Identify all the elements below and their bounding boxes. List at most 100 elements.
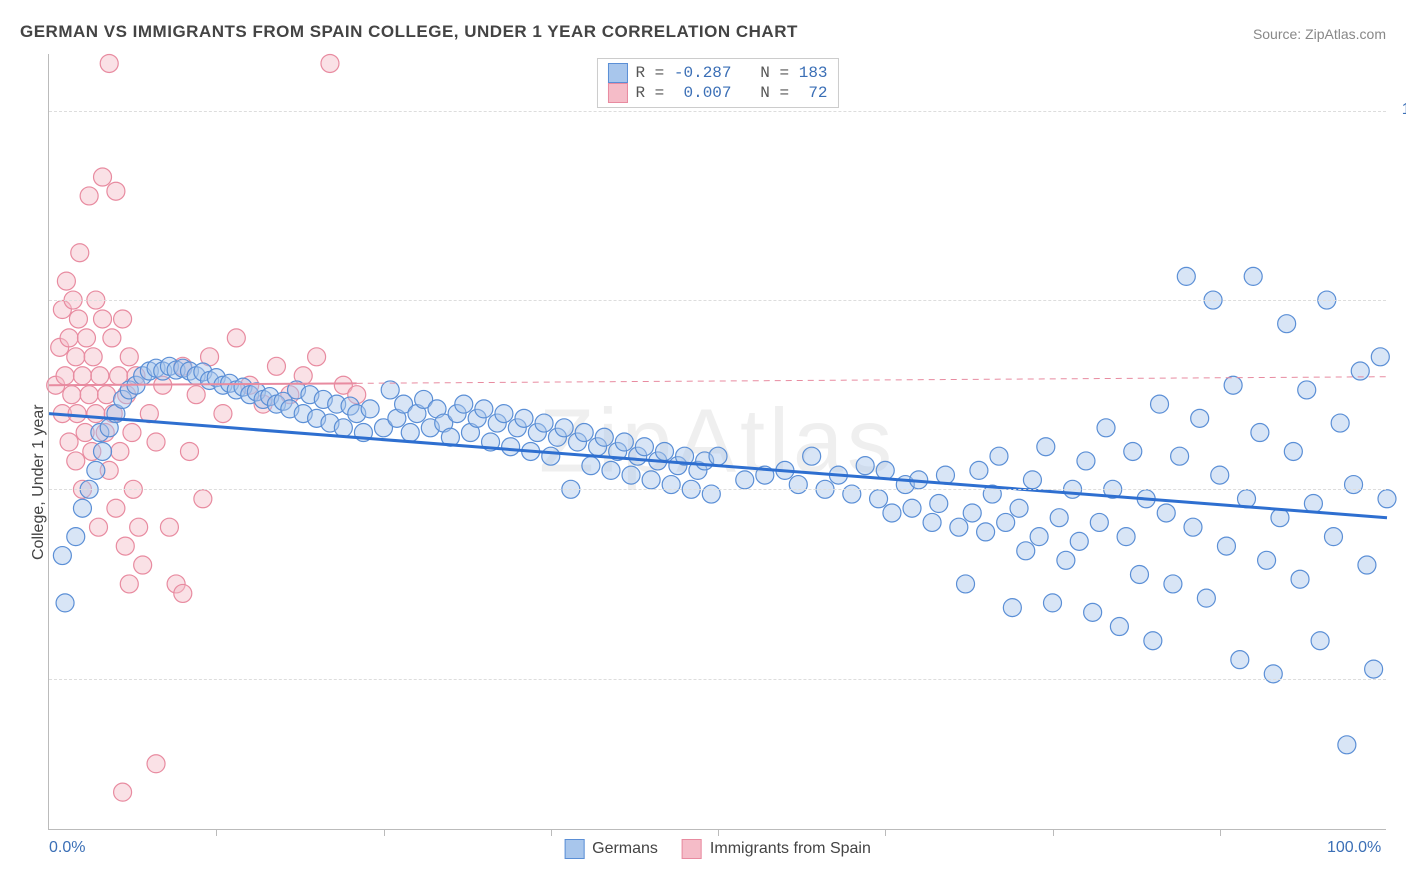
scatter-point xyxy=(1037,438,1055,456)
scatter-point xyxy=(1224,376,1242,394)
scatter-point xyxy=(1171,447,1189,465)
scatter-point xyxy=(1157,504,1175,522)
scatter-point xyxy=(123,424,141,442)
gridline-h xyxy=(49,300,1386,301)
scatter-point xyxy=(1003,599,1021,617)
scatter-point xyxy=(1050,509,1068,527)
legend-stat-text: R = -0.287 N = 183 xyxy=(635,64,827,82)
scatter-point xyxy=(60,329,78,347)
scatter-point xyxy=(1231,651,1249,669)
scatter-point xyxy=(1151,395,1169,413)
y-axis-label: College, Under 1 year xyxy=(30,404,48,560)
scatter-point xyxy=(134,556,152,574)
scatter-point xyxy=(73,499,91,517)
scatter-point xyxy=(56,367,74,385)
legend-swatch xyxy=(682,839,702,859)
legend-item: Germans xyxy=(564,839,658,859)
scatter-point xyxy=(1258,551,1276,569)
scatter-point xyxy=(120,348,138,366)
x-minor-tick xyxy=(885,829,886,836)
scatter-point xyxy=(63,386,81,404)
scatter-point xyxy=(91,367,109,385)
scatter-point xyxy=(80,386,98,404)
scatter-point xyxy=(1324,528,1342,546)
scatter-point xyxy=(1077,452,1095,470)
scatter-point xyxy=(856,457,874,475)
scatter-point xyxy=(950,518,968,536)
scatter-point xyxy=(53,547,71,565)
source-label: Source: ZipAtlas.com xyxy=(1253,26,1386,42)
scatter-point xyxy=(68,405,86,423)
scatter-point xyxy=(71,244,89,262)
scatter-point xyxy=(1358,556,1376,574)
chart-plot-area: ZipAtlas R = -0.287 N = 183R = 0.007 N =… xyxy=(48,54,1386,830)
scatter-point xyxy=(1124,442,1142,460)
scatter-point xyxy=(1090,513,1108,531)
scatter-point xyxy=(107,499,125,517)
scatter-point xyxy=(187,386,205,404)
scatter-point xyxy=(595,428,613,446)
scatter-point xyxy=(542,447,560,465)
legend-series: Germans Immigrants from Spain xyxy=(564,839,871,859)
scatter-point xyxy=(963,504,981,522)
scatter-point xyxy=(56,594,74,612)
scatter-point xyxy=(361,400,379,418)
scatter-point xyxy=(334,419,352,437)
scatter-point xyxy=(1284,442,1302,460)
scatter-point xyxy=(87,405,105,423)
scatter-point xyxy=(73,367,91,385)
scatter-point xyxy=(1144,632,1162,650)
legend-stat-row: R = 0.007 N = 72 xyxy=(607,83,827,103)
scatter-point xyxy=(100,54,118,72)
scatter-point xyxy=(642,471,660,489)
scatter-point xyxy=(1197,589,1215,607)
scatter-point xyxy=(702,485,720,503)
scatter-point xyxy=(67,348,85,366)
scatter-point xyxy=(977,523,995,541)
scatter-point xyxy=(1338,736,1356,754)
scatter-point xyxy=(1191,409,1209,427)
scatter-point xyxy=(57,272,75,290)
scatter-point xyxy=(1264,665,1282,683)
scatter-point xyxy=(94,168,112,186)
legend-label: Immigrants from Spain xyxy=(710,840,871,858)
scatter-svg xyxy=(49,54,1386,829)
scatter-point xyxy=(60,433,78,451)
gridline-h xyxy=(49,679,1386,680)
scatter-point xyxy=(475,400,493,418)
scatter-point xyxy=(789,476,807,494)
scatter-point xyxy=(1345,476,1363,494)
scatter-point xyxy=(736,471,754,489)
scatter-point xyxy=(1217,537,1235,555)
scatter-point xyxy=(602,461,620,479)
x-minor-tick xyxy=(1053,829,1054,836)
scatter-point xyxy=(98,386,116,404)
scatter-point xyxy=(67,452,85,470)
legend-swatch xyxy=(564,839,584,859)
gridline-h xyxy=(49,111,1386,112)
legend-stat-text: R = 0.007 N = 72 xyxy=(635,84,827,102)
legend-label: Germans xyxy=(592,840,658,858)
scatter-point xyxy=(1378,490,1396,508)
scatter-point xyxy=(1010,499,1028,517)
scatter-point xyxy=(1311,632,1329,650)
x-minor-tick xyxy=(384,829,385,836)
y-tick-label: 60.0% xyxy=(1396,479,1406,497)
scatter-point xyxy=(1017,542,1035,560)
scatter-point xyxy=(160,518,178,536)
x-minor-tick xyxy=(1220,829,1221,836)
scatter-point xyxy=(107,182,125,200)
scatter-point xyxy=(575,424,593,442)
scatter-point xyxy=(1117,528,1135,546)
scatter-point xyxy=(803,447,821,465)
scatter-point xyxy=(111,442,129,460)
scatter-point xyxy=(1298,381,1316,399)
scatter-point xyxy=(1030,528,1048,546)
x-minor-tick xyxy=(551,829,552,836)
scatter-point xyxy=(94,442,112,460)
scatter-point xyxy=(990,447,1008,465)
scatter-point xyxy=(970,461,988,479)
scatter-point xyxy=(214,405,232,423)
scatter-point xyxy=(622,466,640,484)
scatter-point xyxy=(555,419,573,437)
